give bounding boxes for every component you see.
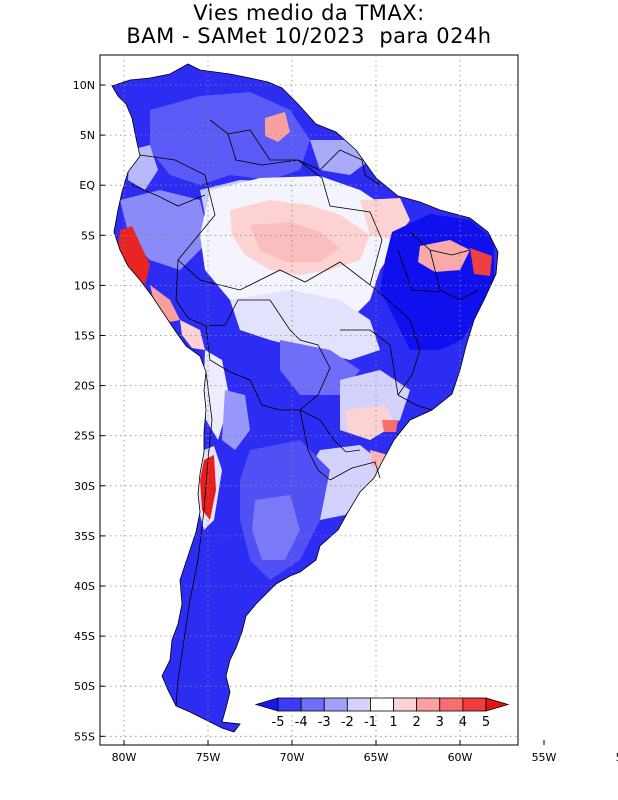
border-line — [238, 299, 331, 411]
colorbar-segment — [416, 697, 441, 712]
lat-tick-label: 35S — [74, 530, 95, 543]
lat-tick-label: EQ — [79, 179, 95, 192]
lon-tick-label: 50W — [616, 751, 618, 764]
border-line — [429, 249, 479, 301]
lat-tick-label: 40S — [74, 580, 95, 593]
colorbar-segment — [462, 697, 487, 712]
border-line — [329, 461, 381, 481]
colorbar-label: -1 — [364, 715, 377, 730]
border-line — [409, 231, 471, 256]
colorbar-segment — [346, 697, 371, 712]
bias-patch — [252, 495, 300, 560]
lon-tick-label: 80W — [112, 751, 137, 764]
colorbar-segment — [370, 697, 394, 712]
colorbar-segment — [393, 697, 418, 712]
border-line — [175, 259, 239, 327]
bias-patch — [345, 405, 395, 440]
border-line — [369, 284, 421, 396]
lat-tick-labels: 10N 5N EQ 5S 10S 15S 20S 25S 30S 35S 40S 45S 50S 55S — [73, 79, 105, 743]
bias-patch — [230, 290, 380, 360]
lat-tick-label: 45S — [74, 630, 95, 643]
lon-tick-labels: 80W75W70W65W60W55W50W45W40W35W — [112, 740, 618, 764]
lat-tick-label: 25S — [74, 430, 95, 443]
bias-patch — [200, 455, 216, 520]
lat-tick-label: 20S — [74, 380, 95, 393]
bias-patch — [305, 445, 385, 520]
bias-patch — [418, 240, 470, 272]
bias-patch — [118, 226, 150, 285]
title-line-1: Vies medio da TMAX: — [193, 1, 425, 25]
lat-tick-label: 5S — [81, 229, 95, 242]
border-line — [139, 119, 383, 291]
lat-tick-label: 10S — [74, 279, 95, 292]
colorbar-label: 2 — [413, 715, 421, 730]
bias-patch — [250, 222, 340, 262]
lat-tick-label: 15S — [74, 330, 95, 343]
colorbar-label: -2 — [341, 715, 354, 730]
lat-tick-label: 30S — [74, 480, 95, 493]
border-line — [299, 409, 331, 481]
lon-tick-label: 70W — [280, 751, 305, 764]
lon-tick-label: 60W — [448, 751, 473, 764]
border-line — [299, 409, 361, 453]
bias-patch — [382, 420, 398, 432]
lat-tick-label: 55S — [74, 730, 95, 743]
colorbar-label: 3 — [436, 715, 444, 730]
colorbar-label: 1 — [389, 715, 397, 730]
border-line — [297, 149, 381, 186]
colorbar-high-arrow — [485, 697, 510, 712]
border-line — [205, 325, 300, 411]
map-title: Vies medio da TMAX: BAM - SAMet 10/2023 … — [0, 2, 618, 48]
lat-tick-label: 5N — [80, 129, 95, 142]
colorbar-segment — [300, 697, 325, 712]
border-line — [397, 249, 441, 293]
colorbar-label: 4 — [459, 715, 467, 730]
colorbar-segment — [439, 697, 464, 712]
colorbar-label: -4 — [295, 715, 308, 730]
grid-lines — [100, 55, 518, 745]
colorbar-label: -3 — [318, 715, 331, 730]
lon-tick-label: 75W — [196, 751, 221, 764]
title-line-2: BAM - SAMet 10/2023 para 024h — [126, 24, 492, 48]
colorbar-label: -5 — [272, 715, 285, 730]
lat-tick-label: 10N — [73, 79, 95, 92]
country-borders — [129, 119, 479, 707]
bias-patch — [150, 92, 310, 185]
lon-tick-label: 55W — [532, 751, 557, 764]
border-line — [340, 329, 399, 396]
colorbar: -5 -4 -3 -2 -1 1 2 3 4 5 — [254, 697, 510, 730]
border-line — [397, 394, 433, 411]
bias-patch — [150, 285, 180, 322]
colorbar-label: 5 — [482, 715, 490, 730]
colorbar-segment — [277, 697, 302, 712]
colorbar-segment — [323, 697, 348, 712]
bias-patch — [470, 248, 492, 276]
bias-patch — [265, 112, 290, 142]
border-line — [129, 183, 206, 207]
bias-patch — [222, 390, 250, 450]
lat-tick-label: 50S — [74, 680, 95, 693]
bias-patch — [180, 320, 205, 350]
lon-tick-label: 65W — [364, 751, 389, 764]
border-line — [175, 371, 213, 707]
border-line — [227, 133, 299, 166]
